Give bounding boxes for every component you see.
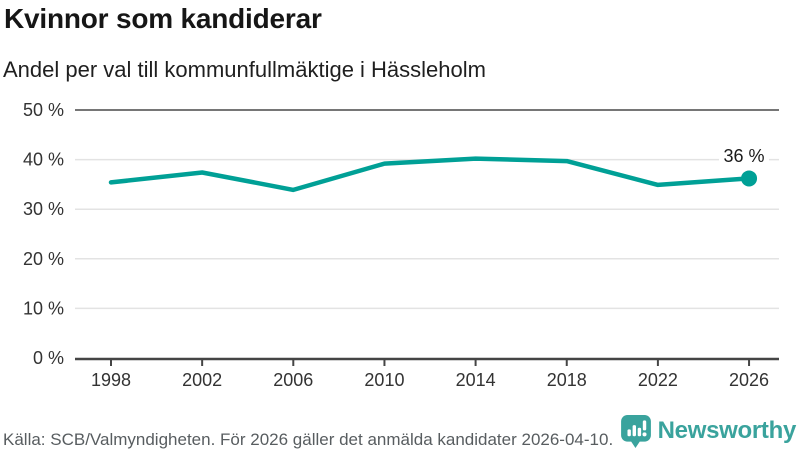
x-axis-tick-label: 2014: [456, 370, 496, 390]
newsworthy-logo-text: Newsworthy: [657, 417, 797, 444]
chart-subtitle: Andel per val till kommunfullmäktige i H…: [3, 57, 486, 82]
y-axis-tick-label: 30 %: [23, 199, 64, 219]
end-label-backing: [719, 146, 769, 165]
y-axis-tick-label: 20 %: [23, 249, 64, 269]
chart-title: Kvinnor som kandiderar: [4, 3, 322, 34]
x-axis-tick-label: 2006: [273, 370, 313, 390]
newsworthy-logo: Newsworthy: [620, 414, 797, 448]
y-axis-tick-label: 50 %: [23, 100, 64, 120]
end-value-label: 36 %: [723, 146, 764, 166]
x-axis-tick-label: 2026: [729, 370, 769, 390]
y-axis-tick-label: 40 %: [23, 150, 64, 170]
newsworthy-bubble-chart-icon: [620, 414, 651, 448]
x-axis-tick-label: 2022: [638, 370, 678, 390]
x-axis-tick-label: 1998: [91, 370, 131, 390]
source-note: Källa: SCB/Valmyndigheten. För 2026 gäll…: [3, 430, 614, 449]
end-point-marker: [741, 170, 758, 187]
y-axis-tick-label: 10 %: [23, 298, 64, 318]
line-chart: 0 % 10 % 20 % 30 % 40 % 50 % 1998 2002 2006 2010 2…: [23, 100, 779, 390]
x-axis-tick-label: 2002: [182, 370, 222, 390]
y-axis-tick-label: 0 %: [33, 348, 64, 368]
x-axis-tick-label: 2018: [547, 370, 587, 390]
data-line: [108, 156, 752, 193]
x-axis-tick-label: 2010: [364, 370, 404, 390]
